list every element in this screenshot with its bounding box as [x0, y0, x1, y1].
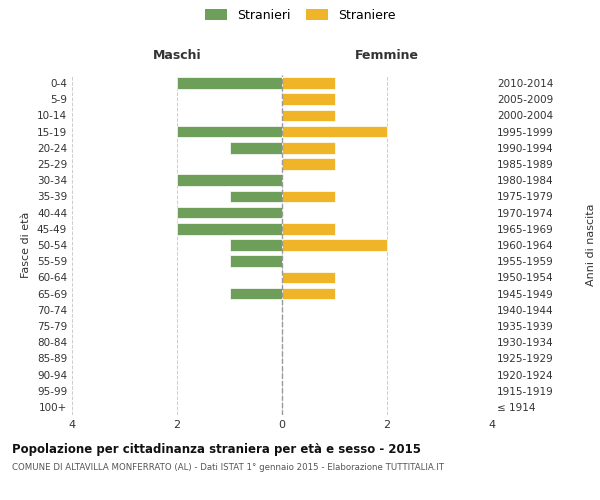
Text: Anni di nascita: Anni di nascita — [586, 204, 596, 286]
Bar — [177, 174, 282, 186]
Bar — [282, 272, 335, 283]
Text: COMUNE DI ALTAVILLA MONFERRATO (AL) - Dati ISTAT 1° gennaio 2015 - Elaborazione : COMUNE DI ALTAVILLA MONFERRATO (AL) - Da… — [12, 462, 444, 471]
Bar — [229, 239, 282, 251]
Bar — [282, 126, 387, 138]
Bar — [177, 126, 282, 138]
Y-axis label: Fasce di età: Fasce di età — [22, 212, 31, 278]
Text: Femmine: Femmine — [355, 49, 419, 62]
Bar — [282, 223, 335, 234]
Legend: Stranieri, Straniere: Stranieri, Straniere — [205, 8, 395, 22]
Bar — [177, 207, 282, 218]
Bar — [282, 158, 335, 170]
Bar — [229, 256, 282, 267]
Text: Popolazione per cittadinanza straniera per età e sesso - 2015: Popolazione per cittadinanza straniera p… — [12, 442, 421, 456]
Bar — [282, 142, 335, 154]
Bar — [282, 110, 335, 122]
Bar — [282, 288, 335, 300]
Bar — [282, 190, 335, 202]
Bar — [229, 288, 282, 300]
Bar — [282, 78, 335, 89]
Bar — [282, 94, 335, 105]
Bar — [177, 78, 282, 89]
Bar — [229, 142, 282, 154]
Bar — [177, 223, 282, 234]
Bar — [282, 239, 387, 251]
Text: Maschi: Maschi — [152, 49, 202, 62]
Bar — [229, 190, 282, 202]
